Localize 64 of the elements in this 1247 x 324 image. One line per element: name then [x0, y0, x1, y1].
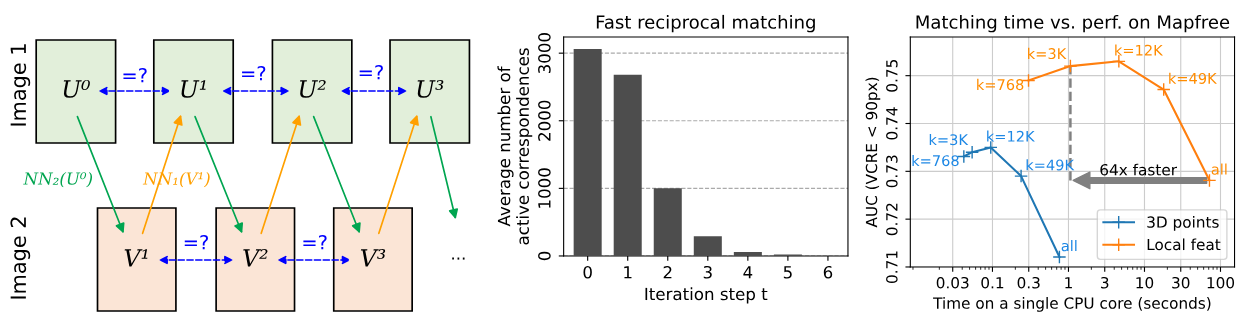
y-tick-label: 3000 — [538, 33, 551, 74]
legend-label: Local feat — [1147, 238, 1221, 251]
x-tick-label: 0.03 — [936, 276, 969, 289]
y-tick-label: 2000 — [538, 100, 551, 141]
bar — [693, 236, 722, 256]
y-axis-title: AUC (VCRE < 90px) — [865, 77, 881, 228]
y-tick-label: 0.74 — [886, 107, 898, 140]
annotation: k=12K — [1115, 44, 1163, 56]
text: =? — [242, 65, 266, 81]
x-tick-label: 2 — [663, 265, 672, 279]
annotation: 64x faster — [1100, 163, 1178, 176]
annotation: all — [1061, 240, 1077, 252]
y-tick-label: 0 — [538, 251, 551, 261]
x-tick-label: 30 — [1172, 276, 1190, 289]
chart-title: Fast reciprocal matching — [596, 14, 815, 33]
x-tick-label: 0 — [583, 265, 592, 279]
annotation: k=49K — [1026, 159, 1075, 171]
text: V³ — [360, 248, 386, 267]
y-axis-title: Average number of active correspondences — [497, 48, 533, 245]
text: =? — [303, 234, 327, 250]
chart-title: Matching time vs. perf. on Mapfree — [916, 14, 1230, 33]
annotation: k=3K — [929, 133, 969, 146]
annotation: k=12K — [987, 130, 1035, 142]
y-tick-label: 0.72 — [886, 203, 898, 236]
x-tick-label: 10 — [1136, 276, 1154, 289]
text: U⁰ — [63, 79, 90, 98]
x-tick-label: 5 — [783, 266, 792, 279]
annotation: k=768 — [912, 154, 959, 167]
x-tick-label: 1 — [624, 266, 632, 279]
y-tick-label: 0.75 — [886, 60, 898, 92]
x-tick-label: 3 — [703, 265, 712, 279]
bar — [573, 49, 602, 256]
text: ... — [452, 257, 465, 260]
annotation: k=3K — [1028, 47, 1067, 60]
text: Image 2 — [10, 217, 31, 299]
x-tick-label: 3 — [1101, 276, 1109, 289]
text: U¹ — [181, 80, 206, 98]
bar — [653, 188, 682, 256]
legend-label: 3D points — [1147, 216, 1219, 231]
x-tick-label: 4 — [743, 266, 753, 279]
x-tick-label: 0.3 — [1017, 276, 1040, 289]
bar — [613, 74, 642, 256]
text: NN₂(U⁰) — [23, 171, 93, 188]
text: =? — [184, 234, 208, 250]
annotation: all — [1211, 163, 1227, 175]
y-tick-label: 0.73 — [886, 155, 898, 188]
annotation: k=768 — [977, 78, 1024, 91]
text: U² — [300, 79, 326, 98]
text: V² — [243, 248, 268, 267]
text: =? — [359, 64, 383, 80]
x-tick-label: 0.1 — [981, 276, 1004, 289]
text: U³ — [417, 79, 444, 98]
text: =? — [123, 67, 147, 83]
text: Image 1 — [10, 44, 31, 126]
text: V¹ — [124, 249, 148, 267]
x-axis-title: Time on a single CPU core (seconds) — [933, 297, 1211, 312]
bar — [733, 251, 762, 256]
x-axis-title: Iteration step t — [645, 287, 768, 304]
x-tick-label: 1 — [1065, 277, 1072, 289]
x-tick-label: 100 — [1207, 276, 1235, 289]
annotation: k=49K — [1169, 72, 1217, 84]
y-tick-label: 1000 — [538, 168, 551, 208]
y-tick-label: 0.71 — [886, 251, 898, 283]
x-tick-label: 6 — [823, 265, 833, 279]
